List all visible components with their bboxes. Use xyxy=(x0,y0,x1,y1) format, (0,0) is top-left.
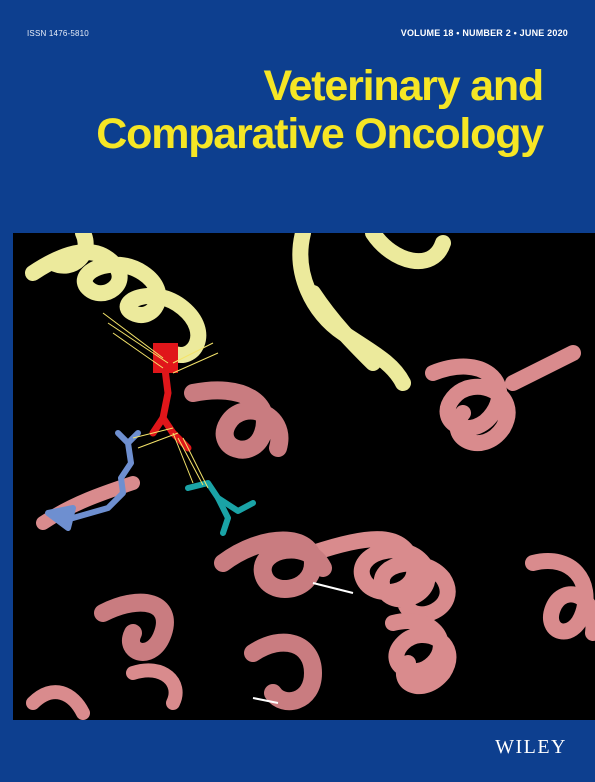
contact-lines xyxy=(102,312,219,489)
teal-residue xyxy=(185,480,256,536)
journal-title-line-2: Comparative Oncology xyxy=(96,110,544,158)
publisher-logo: WILEY xyxy=(495,736,567,758)
pink-helix-center xyxy=(94,381,332,711)
journal-title-line-1: Veterinary and xyxy=(263,62,544,110)
white-strands xyxy=(252,582,354,704)
issn-label: ISSN 1476-5810 xyxy=(27,29,89,38)
pink-helix-right xyxy=(305,345,595,695)
red-residue xyxy=(149,343,192,452)
cover-image xyxy=(13,233,595,720)
volume-info: VOLUME 18 • NUMBER 2 • JUNE 2020 xyxy=(400,28,568,38)
protein-ribbon-icon xyxy=(13,233,595,720)
journal-title: Veterinary and Comparative Oncology xyxy=(96,62,544,158)
yellow-helix xyxy=(25,233,451,391)
